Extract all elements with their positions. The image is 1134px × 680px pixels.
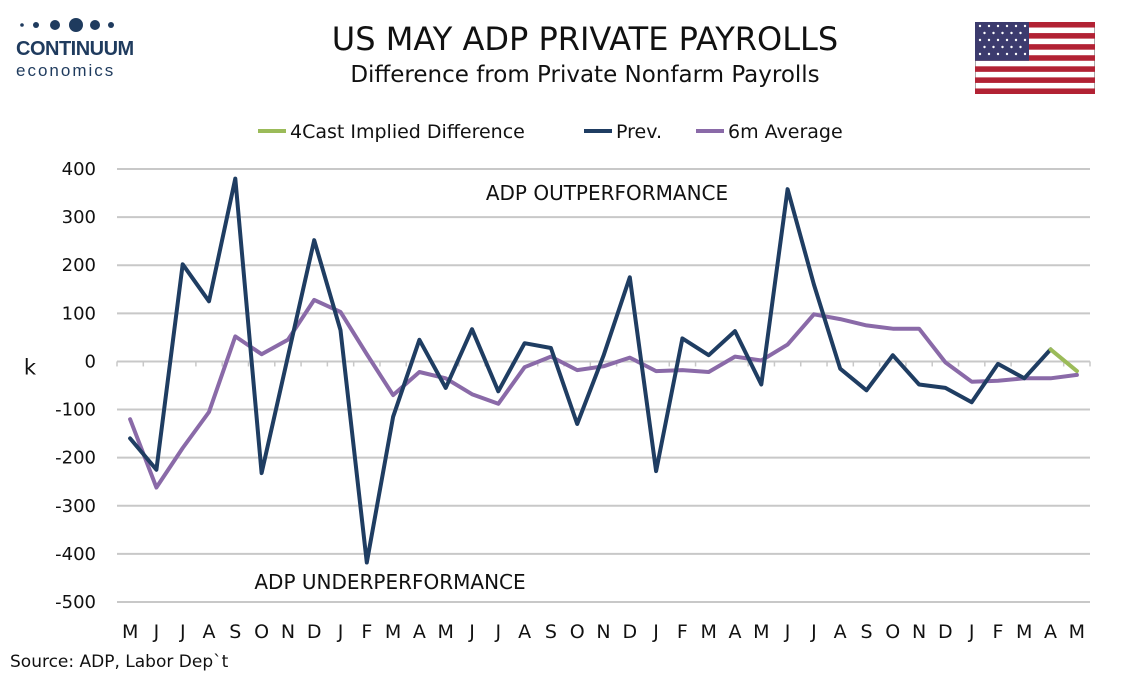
x-tick-label: O xyxy=(254,621,269,643)
x-tick-label: M xyxy=(385,621,401,643)
x-tick-label: J xyxy=(810,621,817,643)
annotations: ADP OUTPERFORMANCE ADP UNDERPERFORMANCE xyxy=(254,181,728,594)
x-tick-label: F xyxy=(361,621,372,643)
x-tick-label: S xyxy=(860,621,872,643)
y-axis-label: k xyxy=(24,355,37,379)
us-flag-icon xyxy=(975,22,1095,94)
legend-label: 6m Average xyxy=(728,121,843,143)
y-tick-label: 200 xyxy=(62,255,96,276)
x-tick-label: O xyxy=(885,621,900,643)
x-tick-label: A xyxy=(834,621,847,643)
series-lines xyxy=(128,176,1079,565)
legend-label: Prev. xyxy=(616,121,662,143)
y-tick-label: 400 xyxy=(62,159,96,180)
source-note: Source: ADP, Labor Dep`t xyxy=(10,652,229,672)
x-tick-label: J xyxy=(153,621,160,643)
y-tick-label: 300 xyxy=(62,207,96,228)
x-tick-label: S xyxy=(545,621,557,643)
legend-label: 4Cast Implied Difference xyxy=(290,121,525,143)
series-line-6m-average xyxy=(128,297,1079,490)
chart-subtitle: Difference from Private Nonfarm Payrolls xyxy=(350,62,820,88)
annotation-underperformance: ADP UNDERPERFORMANCE xyxy=(254,570,525,594)
x-tick-label: N xyxy=(912,621,926,643)
x-tick-label: S xyxy=(229,621,241,643)
x-tick-label: N xyxy=(281,621,295,643)
x-tick-label: A xyxy=(518,621,531,643)
x-tick-label: J xyxy=(179,621,186,643)
x-tick-label: J xyxy=(495,621,502,643)
y-tick-label: -400 xyxy=(55,544,96,565)
gridlines xyxy=(116,168,1091,603)
x-tick-label: A xyxy=(413,621,426,643)
legend: 4Cast Implied Difference Prev. 6m Average xyxy=(258,121,843,143)
x-tick-label: J xyxy=(784,621,791,643)
y-tick-label: 0 xyxy=(85,351,96,372)
x-tick-label: M xyxy=(1016,621,1032,643)
y-tick-label: -200 xyxy=(55,448,96,469)
x-tick-label: A xyxy=(203,621,216,643)
x-tick-label: F xyxy=(677,621,688,643)
logo-name: CONTINUUM xyxy=(16,38,134,60)
y-tick-label: -300 xyxy=(55,496,96,517)
x-tick-label: J xyxy=(337,621,344,643)
x-tick-label: J xyxy=(968,621,975,643)
x-tick-label: D xyxy=(622,621,637,643)
y-tick-label: -100 xyxy=(55,400,96,421)
x-tick-label: M xyxy=(753,621,769,643)
x-tick-label: F xyxy=(992,621,1003,643)
chart-title: US MAY ADP PRIVATE PAYROLLS xyxy=(331,20,839,58)
x-tick-label: J xyxy=(468,621,475,643)
series-line-4cast-implied-difference xyxy=(1048,347,1079,374)
series-line-prev xyxy=(128,176,1053,565)
x-tick-label: M xyxy=(438,621,454,643)
x-tick-label: D xyxy=(938,621,953,643)
y-tick-label: 100 xyxy=(62,303,96,324)
x-tick-label: O xyxy=(570,621,585,643)
y-axis: 400 300 200 100 0 -100 -200 -300 -400 -500 k xyxy=(24,159,96,613)
logo-subtitle: economics xyxy=(16,61,116,80)
x-tick-label: A xyxy=(728,621,741,643)
x-tick-label: N xyxy=(596,621,610,643)
logo-dots-icon xyxy=(20,18,114,32)
x-tick-label: D xyxy=(307,621,322,643)
annotation-outperformance: ADP OUTPERFORMANCE xyxy=(486,181,728,205)
y-tick-label: -500 xyxy=(55,592,96,613)
x-tick-label: M xyxy=(1069,621,1085,643)
x-tick-label: A xyxy=(1044,621,1057,643)
x-tick-label: J xyxy=(652,621,659,643)
x-tick-label: M xyxy=(122,621,138,643)
x-tick-label: M xyxy=(700,621,716,643)
